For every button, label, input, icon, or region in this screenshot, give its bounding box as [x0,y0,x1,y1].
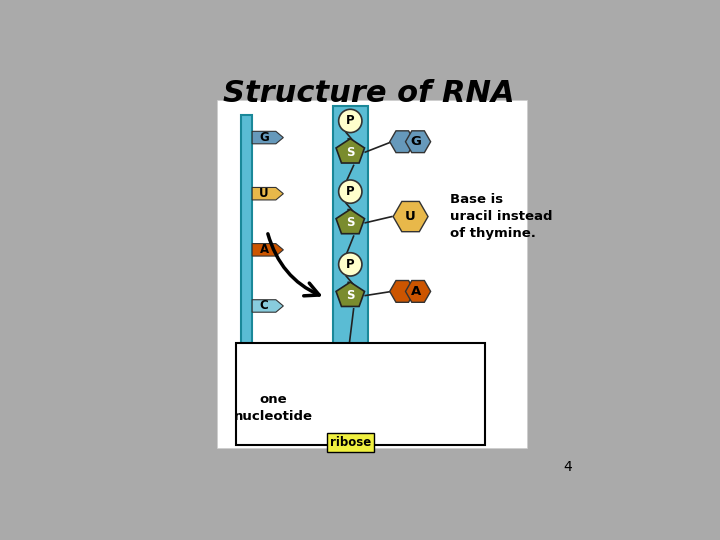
Text: P: P [346,114,355,127]
Circle shape [338,109,362,133]
Text: Structure of RNA: Structure of RNA [223,79,515,109]
Polygon shape [393,384,428,415]
Text: ribose: ribose [330,436,371,449]
Polygon shape [252,300,284,312]
Circle shape [338,253,362,276]
Text: P: P [346,258,355,271]
Text: S: S [346,146,354,159]
Polygon shape [405,280,431,302]
Polygon shape [336,210,364,234]
Text: one
nucleotide: one nucleotide [234,393,313,423]
Text: C: C [406,393,415,406]
Polygon shape [393,201,428,232]
Text: U: U [405,210,416,223]
FancyBboxPatch shape [236,343,485,446]
Text: G: G [410,135,421,148]
Polygon shape [390,280,415,302]
Polygon shape [390,131,415,153]
Text: P: P [346,185,355,198]
Polygon shape [336,282,364,307]
Text: C: C [260,300,269,313]
Text: S: S [346,217,354,230]
Circle shape [338,180,362,203]
Text: P: P [346,368,355,381]
Polygon shape [252,187,284,200]
Polygon shape [336,393,364,417]
FancyBboxPatch shape [217,100,527,448]
Polygon shape [252,244,284,256]
Text: S: S [346,289,354,302]
Text: Base is
uracil instead
of thymine.: Base is uracil instead of thymine. [450,193,552,240]
Text: 4: 4 [563,461,572,474]
Polygon shape [405,131,431,153]
Polygon shape [252,131,284,144]
Text: S: S [346,400,354,413]
Text: G: G [259,131,269,144]
Circle shape [338,363,362,386]
Polygon shape [336,139,364,163]
Text: U: U [259,187,269,200]
Text: A: A [259,244,269,256]
FancyBboxPatch shape [240,114,252,431]
FancyBboxPatch shape [333,106,368,445]
Text: A: A [410,285,420,298]
